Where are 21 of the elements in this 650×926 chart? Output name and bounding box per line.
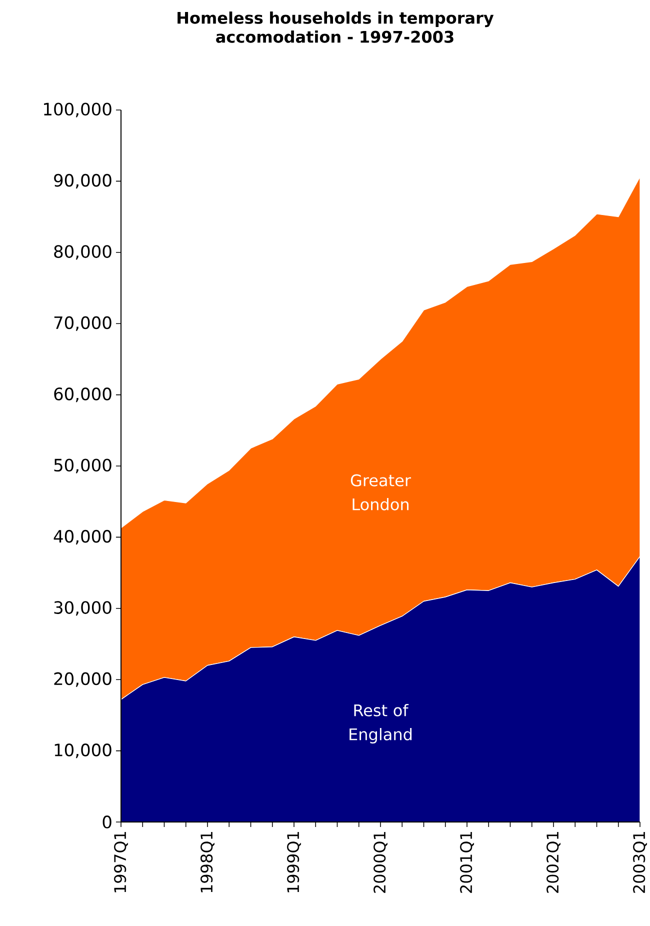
y-tick-label: 20,000 [54, 672, 112, 687]
y-tick-label: 10,000 [54, 743, 112, 758]
x-tick-label: 1999Q1 [286, 832, 301, 892]
x-tick-label: 2000Q1 [373, 832, 388, 893]
y-tick-label: 50,000 [54, 458, 112, 474]
y-tick-label: 100,000 [44, 102, 112, 118]
chart-title: Homeless households in temporary accomodation - 1997-2003 [177, 12, 494, 43]
x-tick-label: 1998Q1 [200, 832, 214, 892]
y-tick-label: 90,000 [54, 174, 112, 188]
x-tick-label: 2002Q1 [546, 832, 560, 893]
y-tick-label: 60,000 [54, 387, 112, 402]
x-tick-label: 2003Q1 [632, 832, 647, 893]
y-tick-label: 0 [102, 816, 112, 828]
y-tick-label: 40,000 [54, 530, 112, 544]
series-label: Greater London [350, 474, 411, 510]
x-tick-label: 2001Q1 [460, 832, 474, 893]
series-label: Rest of England [349, 704, 412, 744]
y-tick-label: 30,000 [54, 601, 112, 616]
x-tick-label: 1997Q1 [114, 832, 128, 892]
y-tick-label: 80,000 [54, 245, 112, 260]
y-tick-label: 70,000 [54, 316, 112, 331]
